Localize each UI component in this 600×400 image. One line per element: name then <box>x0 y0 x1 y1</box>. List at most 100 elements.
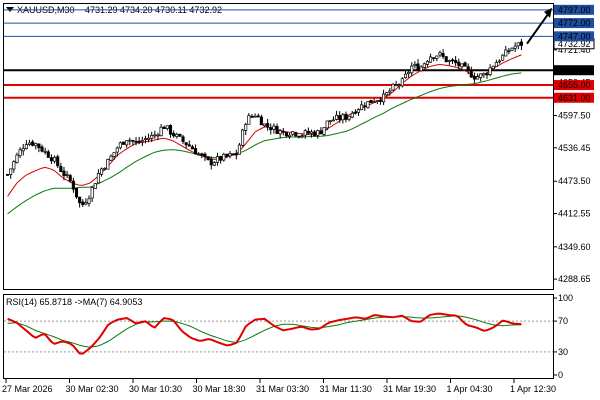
candle-body <box>429 56 433 63</box>
candle-body <box>90 187 94 199</box>
candle-body <box>407 71 411 75</box>
candle-body <box>300 135 304 137</box>
candle-body <box>125 140 129 146</box>
candle-body <box>344 113 348 120</box>
candle-body <box>65 174 69 176</box>
time-label: 1 Apr 04:30 <box>447 384 493 394</box>
candle-body <box>228 153 232 157</box>
candle-body <box>87 198 91 204</box>
candle-body <box>507 50 511 53</box>
candle-body <box>488 67 492 76</box>
candle-body <box>100 168 104 175</box>
candle-body <box>262 123 267 127</box>
candle-body <box>350 112 354 118</box>
candle-body <box>454 60 458 64</box>
candle-body <box>27 142 32 145</box>
candle-body <box>168 125 173 135</box>
candle-body <box>49 157 53 162</box>
candle-body <box>485 73 489 76</box>
candle-body <box>435 55 439 59</box>
candle-body <box>476 76 480 80</box>
candle-body <box>93 183 97 189</box>
candle-body <box>375 100 379 102</box>
candle-body <box>378 100 382 102</box>
candle-body <box>331 119 335 122</box>
candle-body <box>335 114 339 120</box>
candle-body <box>162 126 166 129</box>
rsi-lines <box>4 312 553 355</box>
level-tag <box>554 4 594 15</box>
price-tick-label: 4473.50 <box>558 176 591 186</box>
candle-body <box>281 130 285 133</box>
candle-body <box>413 64 417 66</box>
level-tag-label: 4683.00 <box>558 65 591 75</box>
candle-body <box>103 168 107 170</box>
time-label: 1 Apr 12:30 <box>510 384 556 394</box>
candle-body <box>325 120 329 129</box>
candle-body <box>203 153 207 157</box>
candle-body <box>43 150 47 153</box>
candle-body <box>21 148 25 152</box>
candle-body <box>253 115 257 118</box>
candle-body <box>441 53 445 57</box>
rsi-panel-frame <box>3 294 554 379</box>
candle-body <box>234 152 238 156</box>
candle-body <box>385 92 389 96</box>
candle-body <box>153 134 157 137</box>
candle-body <box>137 140 141 143</box>
candle-body <box>347 115 351 120</box>
candle-body <box>403 73 408 79</box>
candle-body <box>175 134 179 137</box>
candle-body <box>322 127 326 135</box>
price-axis: 4721.404659.454597.504536.454473.504412.… <box>553 38 595 284</box>
candle-body <box>450 59 455 62</box>
candle-body <box>256 115 260 118</box>
candle-body <box>197 153 201 156</box>
time-label: 31 Mar 11:30 <box>320 384 372 394</box>
candle-body <box>447 60 451 62</box>
candle-body <box>200 153 204 156</box>
candle-body <box>297 135 301 138</box>
time-label: 30 Mar 02:30 <box>66 384 119 394</box>
candle-body <box>416 63 420 72</box>
candle-body <box>190 146 194 150</box>
candle-body <box>147 137 151 140</box>
candle-body <box>187 144 191 147</box>
candle-body <box>410 65 414 74</box>
candle-body <box>244 124 248 131</box>
candle-body <box>115 147 119 153</box>
main-panel-frame <box>3 3 554 290</box>
candle-body <box>53 157 57 162</box>
candle-body <box>291 131 295 135</box>
rsi-label: RSI(14) 65.8718 ->MA(7) 64.9053 <box>6 297 142 307</box>
price-tick-label: 4412.55 <box>558 208 591 218</box>
candle-body <box>222 153 226 161</box>
level-tag-label: 4772.00 <box>558 18 591 28</box>
candle-body <box>284 132 288 137</box>
price-levels <box>4 9 553 99</box>
candle-body <box>165 125 169 129</box>
candle-body <box>360 104 364 111</box>
candle-body <box>159 126 163 137</box>
candle-body <box>178 133 182 137</box>
rsi-axis: 100 70 30 0 <box>553 293 573 380</box>
candle-body <box>313 131 317 136</box>
candle-body <box>241 129 245 146</box>
candle-body <box>294 132 298 137</box>
price-tick-label: 4597.50 <box>558 111 591 121</box>
candle-body <box>143 138 147 141</box>
candle-body <box>438 52 442 56</box>
candle-body <box>272 125 276 130</box>
level-tag <box>554 92 594 103</box>
candle-body <box>34 143 38 147</box>
candle-body <box>128 139 132 142</box>
candle-body <box>497 60 502 63</box>
candle-body <box>194 148 198 155</box>
candle-body <box>419 66 423 72</box>
candle-body <box>288 134 292 137</box>
candle-body <box>353 111 357 114</box>
level-tag-label: 4631.00 <box>558 93 591 103</box>
candle-body <box>479 73 483 78</box>
candle-body <box>397 84 401 87</box>
candle-body <box>96 172 100 184</box>
